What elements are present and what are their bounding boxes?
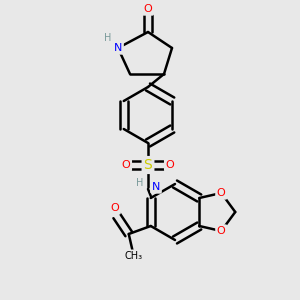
Text: N: N <box>114 43 122 53</box>
Text: N: N <box>152 182 160 192</box>
Text: H: H <box>136 178 144 188</box>
Text: S: S <box>144 158 152 172</box>
Text: H: H <box>104 33 112 43</box>
Text: O: O <box>217 188 226 198</box>
Text: O: O <box>110 203 119 213</box>
Text: O: O <box>166 160 174 170</box>
Text: O: O <box>217 226 226 236</box>
Text: CH₃: CH₃ <box>125 251 143 261</box>
Text: O: O <box>122 160 130 170</box>
Text: O: O <box>144 4 152 14</box>
